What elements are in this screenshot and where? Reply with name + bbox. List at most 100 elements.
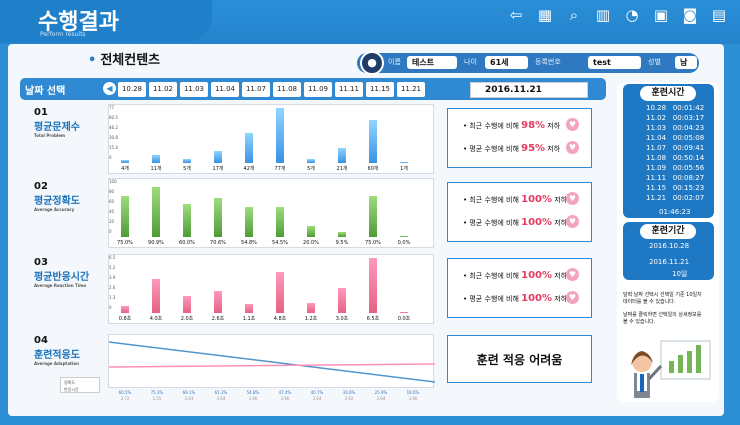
adaptation-lines xyxy=(108,341,436,383)
y-tick-label: 6.5 xyxy=(109,255,116,260)
downward-heart-icon: ♥ xyxy=(566,192,579,205)
adaptation-chart: 60.5% 3.72 75.3% 3.55 69.1% 3.63 61.3% 3.64 54.8… xyxy=(108,334,436,401)
chart-search-icon[interactable]: ⌕ xyxy=(569,6,579,24)
adaptation-accuracy-label: 47.4% xyxy=(278,390,292,395)
adaptation-time-label: 3.64 xyxy=(216,396,226,401)
bar-value-label: 60개 xyxy=(367,166,379,172)
adaptation-time-label: 3.55 xyxy=(152,396,162,401)
name-label: 이름 xyxy=(388,58,401,66)
bar-chart-icon[interactable]: ▥ xyxy=(595,6,611,24)
adaptation-time-label: 3.66 xyxy=(248,396,258,401)
sidebar-note-2: 날짜를 클릭하면 선택일의 상세정보를 볼 수 있습니다. xyxy=(623,312,702,325)
y-tick-label: 40 xyxy=(109,209,115,214)
date-tab[interactable]: 11.09 xyxy=(304,82,332,97)
adaptation-time-label: 3.66 xyxy=(280,396,290,401)
y-tick-label: 77 xyxy=(109,105,115,110)
data-bar xyxy=(214,291,222,313)
reaction-time-legend: 반응시간 xyxy=(64,387,79,392)
data-bar xyxy=(152,279,160,313)
toolbar: ⇦ ▦ ⌕ ▥ ◔ ▣ ◙ ▤ xyxy=(505,4,730,26)
bar-value-label: 54.5% xyxy=(272,240,288,246)
selected-date-field[interactable]: 2016.11.21 xyxy=(470,82,588,98)
bar-value-label: 5개 xyxy=(307,166,315,172)
date-tab[interactable]: 11.15 xyxy=(366,82,394,97)
date-tab[interactable]: 11.07 xyxy=(242,82,270,97)
y-tick-label: 0 xyxy=(109,155,112,160)
data-bar xyxy=(152,155,160,163)
bar-value-label: 42개 xyxy=(243,166,255,172)
user-id: test xyxy=(588,56,641,69)
gender-label: 성별 xyxy=(648,58,661,66)
y-tick-label: 46.2 xyxy=(109,125,118,130)
comparison-message: • 평균 수행에 비해 100% 저하 xyxy=(463,217,568,228)
date-tab[interactable]: 11.02 xyxy=(149,82,177,97)
data-bar xyxy=(338,287,346,313)
bar-value-label: 1.2초 xyxy=(304,316,318,322)
y-tick-label: 60.5 xyxy=(109,115,118,120)
data-bar xyxy=(369,195,377,237)
adaptation-accuracy-label: 18.6% xyxy=(406,390,420,395)
adaptation-accuracy-label: 40.7% xyxy=(310,390,324,395)
id-label: 등록번호 xyxy=(535,58,561,66)
training-time-row: 11.04 00:05:08 xyxy=(646,134,705,142)
data-bar xyxy=(307,159,315,163)
data-bar xyxy=(214,198,222,237)
camera-icon[interactable]: ◙ xyxy=(682,6,698,24)
bar-value-label: 4개 xyxy=(121,166,129,172)
data-bar xyxy=(400,236,408,237)
page-subtitle: Perform results xyxy=(40,31,86,38)
bar-value-label: 90.9% xyxy=(148,240,164,246)
y-tick-label: 3.9 xyxy=(109,275,116,280)
date-tab[interactable]: 10.28 xyxy=(118,82,146,97)
pie-chart-icon[interactable]: ◔ xyxy=(625,6,639,24)
date-tab[interactable]: 11.08 xyxy=(273,82,301,97)
bar-value-label: 77개 xyxy=(274,166,286,172)
y-tick-label: 100 xyxy=(109,179,117,184)
monitor-icon[interactable]: ▣ xyxy=(653,6,669,24)
data-bar xyxy=(400,162,408,163)
user-name: 테스트 xyxy=(407,56,457,69)
data-bar xyxy=(307,302,315,313)
bar-value-label: 1개 xyxy=(400,166,408,172)
date-tab[interactable]: 11.11 xyxy=(335,82,363,97)
date-tab[interactable]: 11.03 xyxy=(180,82,208,97)
y-tick-label: 60 xyxy=(109,199,115,204)
training-time-row: 11.03 00:04:23 xyxy=(646,124,705,132)
metric-label: 02 평균정확도 Average Accuracy xyxy=(34,181,80,212)
bar-value-label: 4.8초 xyxy=(273,316,287,322)
adaptation-accuracy-label: 75.3% xyxy=(150,390,164,395)
comparison-message: • 최근 수행에 비해 100% 저하 xyxy=(463,270,568,281)
metric-chart: 6.5 5.2 3.9 2.6 1.3 0 0.8초 4.0초 2.0초 2.6초 1.1초 4.8초… xyxy=(108,254,434,324)
date-tab[interactable]: 11.21 xyxy=(397,82,425,97)
excel-icon[interactable]: ▤ xyxy=(711,6,727,24)
date-tab[interactable]: 11.04 xyxy=(211,82,239,97)
y-tick-label: 20 xyxy=(109,219,115,224)
y-tick-label: 80 xyxy=(109,189,115,194)
bar-value-label: 2.6초 xyxy=(211,316,225,322)
title-tab: 수행결과 Perform results xyxy=(0,0,212,42)
bar-value-label: 3.0초 xyxy=(335,316,349,322)
downward-heart-icon: ♥ xyxy=(566,215,579,228)
downward-heart-icon: ♥ xyxy=(566,118,579,131)
bar-value-label: 11개 xyxy=(150,166,162,172)
comparison-message: • 평균 수행에 비해 100% 저하 xyxy=(463,293,568,304)
previous-date-button[interactable]: ◀ xyxy=(103,82,116,95)
date-select-label: 날짜 선택 xyxy=(25,86,66,97)
training-start: 2016.10.28 xyxy=(649,242,690,250)
downward-heart-icon: ♥ xyxy=(566,291,579,304)
adaptation-accuracy-label: 54.8% xyxy=(246,390,260,395)
downward-heart-icon: ♥ xyxy=(566,141,579,154)
adaptation-time-label: 3.63 xyxy=(184,396,194,401)
data-bar xyxy=(245,303,253,313)
adaptation-accuracy-label: 60.5% xyxy=(118,390,132,395)
calendar-icon[interactable]: ▦ xyxy=(537,6,553,24)
bar-value-label: 17개 xyxy=(212,166,224,172)
bar-value-label: 21개 xyxy=(336,166,348,172)
back-arrow-icon[interactable]: ⇦ xyxy=(509,6,523,24)
metric-label: 01 평균문제수 Total Problem xyxy=(34,107,80,138)
age-label: 나이 xyxy=(464,58,477,66)
comparison-message: • 최근 수행에 비해 100% 저하 xyxy=(463,194,568,205)
bar-value-label: 6.5초 xyxy=(366,316,380,322)
y-tick-label: 30.8 xyxy=(109,135,118,140)
downward-heart-icon: ♥ xyxy=(566,268,579,281)
